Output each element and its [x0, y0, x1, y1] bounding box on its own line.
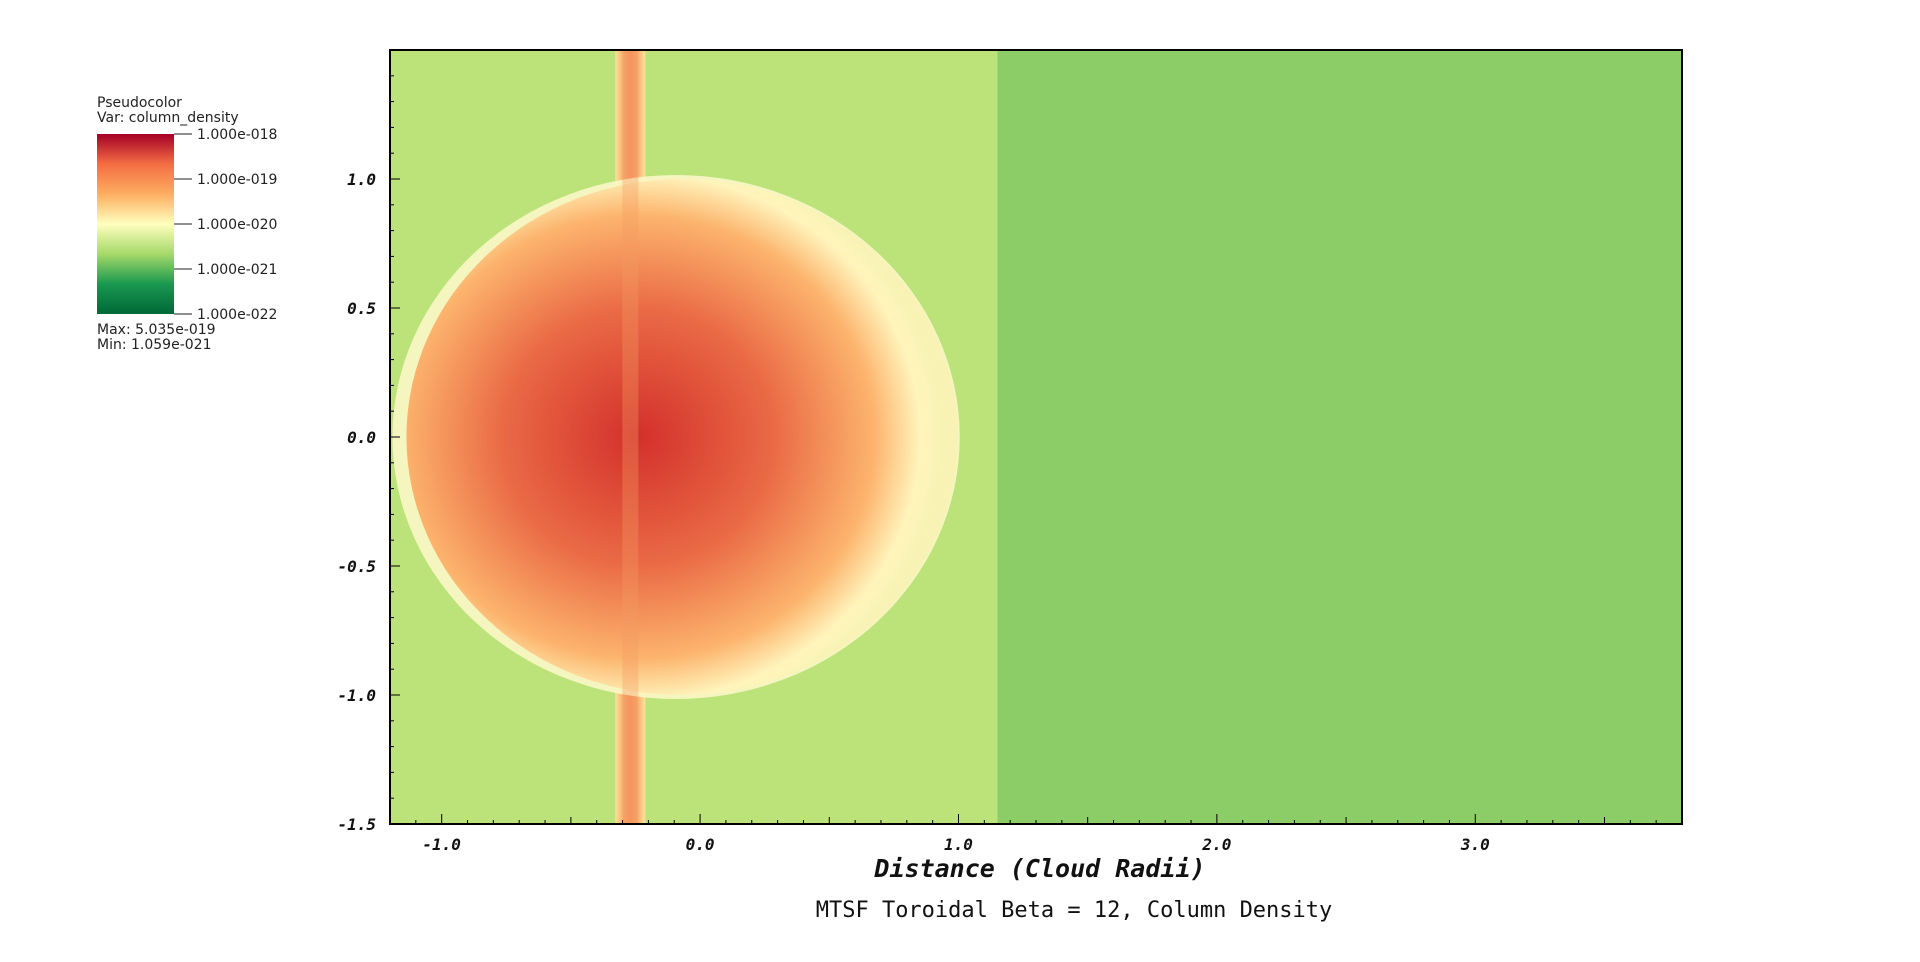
- x-tick-label: -1.0: [422, 835, 461, 854]
- legend-min: Min: 1.059e-021: [97, 337, 211, 353]
- y-tick-label: 1.0: [347, 170, 376, 189]
- colorbar-tick-label: 1.000e-018: [197, 127, 277, 143]
- x-axis-label: Distance (Cloud Radii): [873, 854, 1205, 883]
- dense-cloud: [406, 179, 958, 695]
- legend-max: Max: 5.035e-019: [97, 322, 216, 338]
- x-axis-ticks: -1.0 0.0 1.0 2.0 3.0: [389, 814, 1683, 854]
- y-tick-label: 0.5: [347, 299, 376, 318]
- background-right: [997, 50, 1682, 824]
- x-tick-label: 1.0: [944, 835, 973, 854]
- heatmap-field: [390, 50, 1682, 824]
- colorbar-tick-label: 1.000e-022: [197, 307, 277, 323]
- x-tick-label: 2.0: [1201, 835, 1231, 854]
- legend: Pseudocolor Var: column_density 1.000e-0…: [97, 95, 277, 353]
- colorbar-tick-label: 1.000e-020: [197, 217, 277, 233]
- plot-area: -1.0 0.0 1.0 2.0 3.0 1.0 0.5 0.0 -0.5 -1.0 -1.5: [337, 49, 1683, 854]
- legend-variable: Var: column_density: [97, 110, 239, 126]
- x-tick-label: 3.0: [1460, 835, 1490, 854]
- y-tick-label: -0.5: [337, 557, 376, 576]
- colorbar-ticks: 1.000e-018 1.000e-019 1.000e-020 1.000e-021…: [174, 127, 277, 323]
- legend-header: Pseudocolor: [97, 95, 182, 111]
- colorbar: [97, 134, 174, 314]
- y-tick-label: -1.5: [337, 815, 376, 834]
- filament-overlay: [622, 50, 639, 824]
- y-axis-ticks: 1.0 0.5 0.0 -0.5 -1.0 -1.5: [337, 49, 400, 834]
- y-tick-label: 0.0: [347, 428, 376, 447]
- y-tick-label: -1.0: [337, 686, 376, 705]
- x-tick-label: 0.0: [686, 835, 715, 854]
- colorbar-tick-label: 1.000e-021: [197, 262, 277, 278]
- colorbar-tick-label: 1.000e-019: [197, 172, 277, 188]
- chart-title: MTSF Toroidal Beta = 12, Column Density: [816, 898, 1333, 923]
